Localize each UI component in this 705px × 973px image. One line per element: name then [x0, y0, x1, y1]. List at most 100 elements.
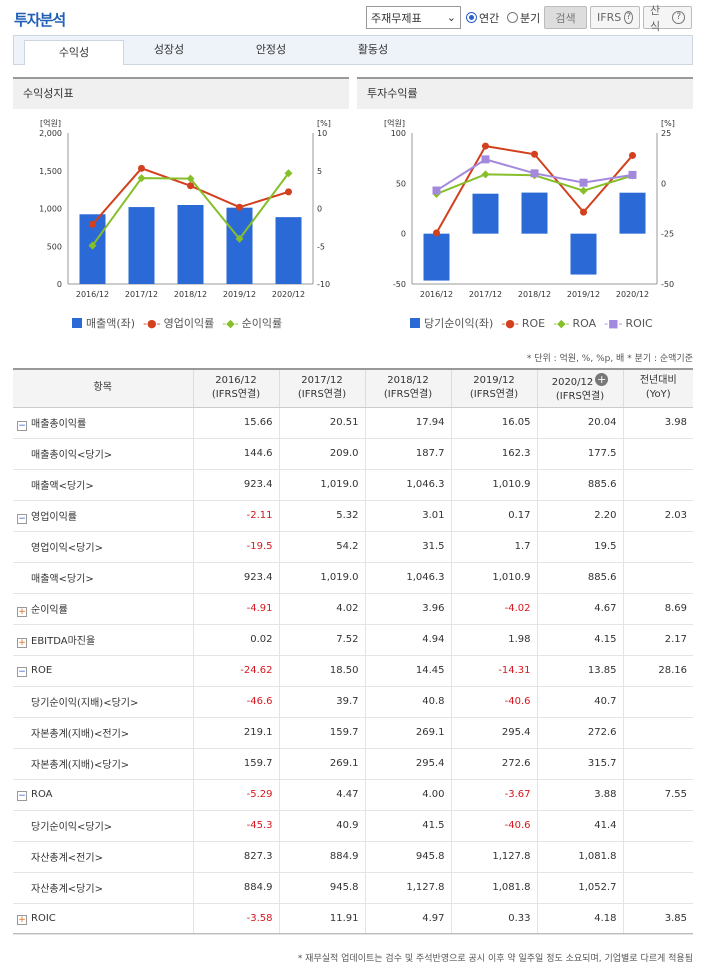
table-cell [622, 562, 693, 594]
table-cell: 7.55 [622, 779, 693, 811]
table-cell: 1.98 [450, 624, 537, 656]
data-point [531, 150, 538, 158]
table-cell: 39.7 [278, 686, 365, 718]
y-tick-label: -5 [317, 242, 325, 251]
collapse-icon[interactable]: − [17, 666, 27, 677]
row-label[interactable]: − ROE [13, 655, 193, 687]
table-cell: 159.7 [192, 748, 279, 780]
tab-profitability[interactable]: 수익성 [24, 40, 124, 65]
table-cell: 269.1 [278, 748, 365, 780]
bar [521, 192, 548, 234]
table-cell: 272.6 [536, 717, 623, 749]
table-cell: 1,019.0 [278, 469, 365, 501]
chevron-down-icon: ⌄ [446, 11, 456, 24]
table-cell: 0.17 [450, 500, 537, 532]
table-cell: 28.16 [622, 655, 693, 687]
data-point [481, 155, 490, 164]
data-point [481, 170, 490, 179]
table-cell: 295.4 [364, 748, 451, 780]
table-row: − 매출총이익률 15.66 20.51 17.94 16.05 20.04 3.98 [13, 407, 693, 439]
radio-quarter[interactable]: 분기 [507, 6, 540, 29]
table-cell: 2.20 [536, 500, 623, 532]
row-label: 자본총계(지배)<전기> [13, 717, 193, 749]
data-point [137, 174, 146, 183]
table-cell: 923.4 [192, 562, 279, 594]
data-point [187, 182, 194, 190]
panel-title-return: 투자수익률 [357, 77, 693, 109]
divider [13, 933, 693, 934]
table-cell [622, 469, 693, 501]
table-cell: -3.58 [192, 903, 279, 935]
collapse-icon[interactable]: − [17, 513, 27, 524]
row-label: 매출총이익<당기> [13, 438, 193, 470]
profitability-chart: [억원] [%] 2,000 1,500 1,000 500 0 10 5 0 -5 -10 2016/… [39, 118, 331, 299]
help-icon: ? [624, 11, 633, 24]
search-button-label: 검색 [555, 11, 576, 25]
expand-icon[interactable]: + [17, 637, 27, 648]
x-tick-label: 2020/12 [272, 290, 305, 299]
table-cell: 11.91 [278, 903, 365, 935]
row-label-text: 자본총계(지배)<전기> [31, 729, 130, 740]
y-tick-label: 25 [661, 129, 671, 138]
bar [472, 193, 499, 234]
column-header: 전년대비 (YoY) [622, 368, 693, 408]
table-cell: -14.31 [450, 655, 537, 687]
formula-button[interactable]: 산식? [643, 4, 692, 33]
return-chart: [억원] [%] 100 50 0 -50 25 0 -25 -50 2016/12 2017/12 2… [384, 118, 675, 299]
table-cell: 40.7 [536, 686, 623, 718]
table-cell: -2.11 [192, 500, 279, 532]
row-label-text: 자본총계(지배)<당기> [31, 760, 130, 771]
row-label[interactable]: + 순이익률 [13, 593, 193, 625]
legend-item: -■- ROIC [604, 317, 653, 330]
table-cell: 4.00 [364, 779, 451, 811]
search-button[interactable]: 검색 [544, 6, 587, 29]
legend-label: ROA [572, 316, 597, 330]
row-label[interactable]: − 영업이익률 [13, 500, 193, 532]
table-row: 자산총계<전기> 827.3 884.9 945.8 1,127.8 1,081.8 [13, 841, 693, 873]
statement-select[interactable]: 주재무제표 ⌄ [366, 6, 461, 29]
tab-growth[interactable]: 성장성 [153, 43, 185, 56]
row-label[interactable]: − 매출총이익률 [13, 407, 193, 439]
radio-annual[interactable]: 연간 [466, 6, 499, 29]
y-tick-label: 5 [317, 167, 322, 176]
row-label-text: 매출액<당기> [31, 481, 94, 492]
x-tick-label: 2016/12 [420, 290, 453, 299]
y-tick-label: 0 [57, 280, 62, 289]
row-label[interactable]: + EBITDA마진율 [13, 624, 193, 656]
table-cell: 4.47 [278, 779, 365, 811]
panel-title-profitability: 수익성지표 [13, 77, 349, 109]
tab-activity[interactable]: 활동성 [357, 43, 389, 56]
table-cell: -45.3 [192, 810, 279, 842]
table-cell: 1,046.3 [364, 562, 451, 594]
formula-button-label: 산식 [650, 3, 661, 33]
table-cell: 17.94 [364, 407, 451, 439]
row-label[interactable]: + ROIC [13, 903, 193, 935]
row-label-text: ROIC [31, 912, 56, 924]
table-cell: 144.6 [192, 438, 279, 470]
expand-icon[interactable]: + [17, 914, 27, 925]
tab-stability[interactable]: 안정성 [255, 43, 287, 56]
x-tick-label: 2016/12 [76, 290, 109, 299]
table-cell [622, 872, 693, 904]
table-row: 매출총이익<당기> 144.6 209.0 187.7 162.3 177.5 [13, 438, 693, 470]
row-label-text: 순이익률 [31, 604, 68, 616]
y-left-unit: [억원] [40, 118, 61, 128]
table-row: 자산총계<당기> 884.9 945.8 1,127.8 1,081.8 1,052.7 [13, 872, 693, 904]
row-label-text: 매출액<당기> [31, 574, 94, 585]
row-label[interactable]: − ROA [13, 779, 193, 811]
legend-line-icon: -◆- [553, 316, 570, 330]
y-tick-label: -10 [317, 280, 330, 289]
expand-icon[interactable]: + [17, 606, 27, 617]
data-point [89, 220, 96, 228]
x-tick-label: 2017/12 [469, 290, 502, 299]
column-header: 2016/12 (IFRS연결) [192, 368, 279, 408]
table-cell: 3.98 [622, 407, 693, 439]
table-cell: 885.6 [536, 469, 623, 501]
table-cell: 20.04 [536, 407, 623, 439]
collapse-icon[interactable]: − [17, 790, 27, 801]
ifrs-button[interactable]: IFRS? [590, 6, 640, 29]
collapse-icon[interactable]: − [17, 420, 27, 431]
expand-columns-icon[interactable]: + [595, 372, 609, 386]
data-point [285, 188, 292, 196]
table-cell: 272.6 [450, 748, 537, 780]
